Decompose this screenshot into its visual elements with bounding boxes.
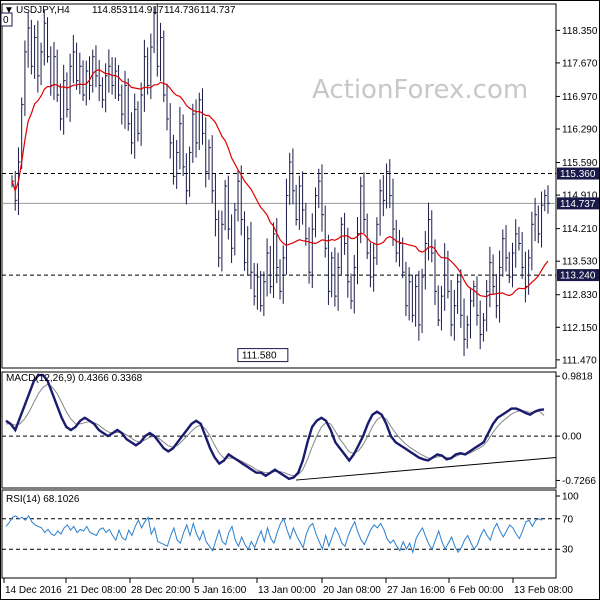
price-level-badge: [557, 269, 599, 282]
open-value: 114.853: [92, 5, 128, 16]
rsi-y-tick-label: 100: [562, 492, 579, 503]
rsi-y-tick-label: 70: [562, 514, 574, 525]
price-y-tick-label: 112.150: [562, 323, 598, 334]
left-edge-tag: 0: [0, 12, 13, 27]
price-y-tick-label: 117.670: [562, 58, 598, 69]
panel-frame-price: [1, 3, 557, 369]
x-tick-label: 14 Dec 2016: [5, 585, 62, 596]
macd-y-tick-label: -0.7266: [562, 476, 596, 487]
macd-signal-line: [6, 383, 545, 477]
symbol-label: USDJPY,H4: [16, 5, 70, 16]
panel-frame-macd: [1, 371, 557, 489]
price-level-label: 115.360: [560, 169, 596, 180]
time-axis: 14 Dec 2016 21 Dec 08:00 28 Dec 20:00 5 Jan…: [3, 578, 573, 596]
price-y-tick-label: 114.910: [562, 191, 598, 202]
high-value: 114.917: [128, 5, 164, 16]
macd-title: MACD(12,26,9) 0.4366 0.3368: [6, 373, 143, 384]
price-y-tick-label: 116.290: [562, 125, 598, 136]
left-edge-tag-box: [0, 12, 13, 27]
price-panel: 118.350 117.670 116.970 116.290 115.590 114.9…: [2, 3, 599, 366]
x-tick-label: 6 Feb 00:00: [450, 585, 504, 596]
rsi-line: [5, 514, 543, 554]
price-y-tick-label: 111.470: [562, 355, 597, 366]
close-value: 114.737: [200, 5, 236, 16]
price-level-badge: [557, 197, 599, 210]
left-edge-tag-text: 0: [3, 15, 9, 26]
price-level-badge: [557, 167, 599, 180]
x-tick-label: 13 Jan 00:00: [258, 585, 316, 596]
price-y-tick-label: 116.970: [562, 92, 598, 103]
low-value: 114.736: [164, 5, 200, 16]
x-tick-label: 5 Jan 16:00: [194, 585, 247, 596]
macd-panel: 0.9818 0.00 -0.7266: [2, 372, 596, 487]
rsi-title: RSI(14) 68.1026: [6, 494, 80, 505]
price-level-label: 113.240: [560, 271, 596, 282]
panel-frame-rsi: [1, 489, 557, 579]
moving-average-line: [11, 69, 549, 298]
x-tick-label: 13 Feb 08:00: [514, 585, 573, 596]
price-y-tick-label: 115.590: [562, 158, 598, 169]
watermark-text: ActionForex.com: [312, 75, 528, 105]
macd-line: [5, 373, 545, 481]
macd-y-tick-label: 0.9818: [562, 372, 593, 383]
low-annotation-box: [237, 348, 289, 363]
price-y-tick-label: 113.530: [562, 257, 598, 268]
price-y-tick-label: 112.830: [562, 290, 598, 301]
price-y-tick-label: 118.350: [562, 26, 598, 37]
chart-header: ▼ USDJPY,H4 114.853 114.917 114.736 114.…: [4, 5, 236, 16]
macd-trendline: [295, 456, 557, 481]
x-tick-label: 21 Dec 08:00: [67, 585, 127, 596]
rsi-y-tick-label: 30: [562, 545, 574, 556]
low-annotation-label: 111.580: [242, 351, 277, 362]
x-tick-label: 20 Jan 08:00: [323, 585, 381, 596]
x-tick-label: 28 Dec 20:00: [131, 585, 191, 596]
price-y-tick-label: 114.210: [562, 224, 598, 235]
price-level-label: 114.737: [560, 199, 596, 210]
x-tick-label: 27 Jan 16:00: [387, 585, 445, 596]
collapse-icon[interactable]: ▼: [4, 5, 14, 16]
rsi-panel: 100 70 30: [2, 492, 579, 556]
macd-y-tick-label: 0.00: [562, 432, 582, 443]
